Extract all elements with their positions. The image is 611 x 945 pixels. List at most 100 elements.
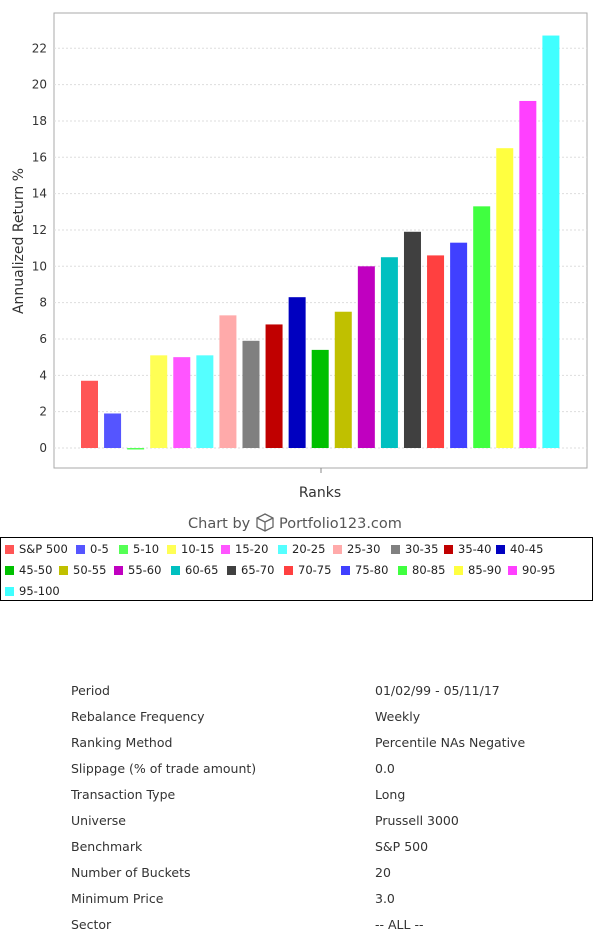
legend-label: 35-40 <box>458 542 492 556</box>
info-value: -- ALL -- <box>375 917 424 932</box>
y-tick-label: 14 <box>32 187 47 201</box>
watermark: Chart by Portfolio123.com <box>188 513 402 532</box>
legend-swatch <box>341 566 350 575</box>
legend-swatch <box>284 566 293 575</box>
bar-30-35 <box>242 340 260 448</box>
info-row: Minimum Price 3.0 <box>71 889 591 909</box>
legend-label: 15-20 <box>235 542 269 556</box>
info-row: Ranking Method Percentile NAs Negative <box>71 733 591 753</box>
y-tick-label: 2 <box>39 405 47 419</box>
legend-label: 10-15 <box>181 542 215 556</box>
y-tick-label: 12 <box>32 223 47 237</box>
legend-item: 95-100 <box>5 584 60 598</box>
legend-item: 35-40 <box>444 542 491 556</box>
legend-swatch <box>119 545 128 554</box>
legend-swatch <box>5 587 14 596</box>
legend-label: 5-10 <box>133 542 160 556</box>
info-value: 20 <box>375 865 391 880</box>
legend-label: 55-60 <box>128 563 162 577</box>
info-label: Number of Buckets <box>71 865 191 880</box>
watermark-brand: Portfolio123.com <box>279 516 402 532</box>
legend-swatch <box>391 545 400 554</box>
legend-swatch <box>76 545 85 554</box>
y-tick-label: 0 <box>39 441 47 455</box>
legend-label: 80-85 <box>412 563 446 577</box>
bar-35-40 <box>265 324 283 448</box>
cube-icon <box>256 513 274 532</box>
legend-label: 30-35 <box>405 542 439 556</box>
legend-item: 55-60 <box>114 563 161 577</box>
x-axis-title: Ranks <box>299 485 341 501</box>
bar-65-70 <box>403 231 421 448</box>
y-tick-label: 16 <box>32 150 47 164</box>
bar-95-100 <box>542 35 560 448</box>
legend-swatch <box>167 545 176 554</box>
legend-swatch <box>227 566 236 575</box>
y-tick-label: 10 <box>32 259 47 273</box>
y-tick-label: 18 <box>32 114 47 128</box>
legend-label: 60-65 <box>185 563 219 577</box>
bar-0-5 <box>104 413 122 448</box>
legend-swatch <box>171 566 180 575</box>
legend-label: 90-95 <box>522 563 556 577</box>
legend-item: 75-80 <box>341 563 388 577</box>
legend-label: 75-80 <box>355 563 389 577</box>
legend-item: 5-10 <box>119 542 159 556</box>
legend-label: 25-30 <box>347 542 381 556</box>
info-row: Transaction Type Long <box>71 785 591 805</box>
bar-80-85 <box>473 206 491 448</box>
info-value: 0.0 <box>375 761 395 776</box>
info-label: Ranking Method <box>71 735 173 750</box>
bar-90-95 <box>519 100 537 448</box>
y-tick-label: 8 <box>39 296 47 310</box>
info-value: Weekly <box>375 709 421 724</box>
info-label: Rebalance Frequency <box>71 709 205 724</box>
bar-5-10 <box>127 448 145 450</box>
y-tick-label: 22 <box>32 41 47 55</box>
info-label: Benchmark <box>71 839 143 854</box>
legend-label: 40-45 <box>510 542 544 556</box>
y-axis-title: Annualized Return % <box>11 168 27 314</box>
legend-item: 65-70 <box>227 563 274 577</box>
legend-label: 0-5 <box>90 542 109 556</box>
legend-item: 0-5 <box>76 542 109 556</box>
legend-item: 45-50 <box>5 563 52 577</box>
y-tick-label: 6 <box>39 332 47 346</box>
bar-s-p-500 <box>81 380 98 448</box>
bars <box>81 35 560 450</box>
info-row: Sector -- ALL -- <box>71 915 591 935</box>
legend-swatch <box>114 566 123 575</box>
info-value: Long <box>375 787 406 802</box>
legend-item: 80-85 <box>398 563 445 577</box>
legend-item: 15-20 <box>221 542 268 556</box>
legend-swatch <box>278 545 287 554</box>
watermark-prefix: Chart by <box>188 516 251 532</box>
info-row: Period 01/02/99 - 05/11/17 <box>71 681 591 701</box>
legend-label: 95-100 <box>19 584 60 598</box>
legend-label: 70-75 <box>298 563 332 577</box>
legend-label: 65-70 <box>241 563 275 577</box>
info-value: 01/02/99 - 05/11/17 <box>375 683 500 698</box>
legend-item: 25-30 <box>333 542 380 556</box>
legend-swatch <box>496 545 505 554</box>
info-label: Period <box>71 683 110 698</box>
bar-45-50 <box>311 349 329 448</box>
bar-70-75 <box>427 255 445 448</box>
bar-25-30 <box>219 315 237 448</box>
legend-label: S&P 500 <box>19 542 68 556</box>
legend-item: 85-90 <box>454 563 501 577</box>
bar-85-90 <box>496 148 514 448</box>
bar-20-25 <box>196 355 214 448</box>
legend-item: 50-55 <box>59 563 106 577</box>
legend-item: 20-25 <box>278 542 325 556</box>
info-row: Universe Prussell 3000 <box>71 811 591 831</box>
legend-swatch <box>454 566 463 575</box>
y-tick-label: 4 <box>39 368 47 382</box>
legend-item: 30-35 <box>391 542 438 556</box>
info-row: Number of Buckets 20 <box>71 863 591 883</box>
legend-swatch <box>398 566 407 575</box>
legend-item: 10-15 <box>167 542 214 556</box>
bar-50-55 <box>334 311 352 448</box>
legend-swatch <box>5 545 14 554</box>
legend-item: 90-95 <box>508 563 555 577</box>
